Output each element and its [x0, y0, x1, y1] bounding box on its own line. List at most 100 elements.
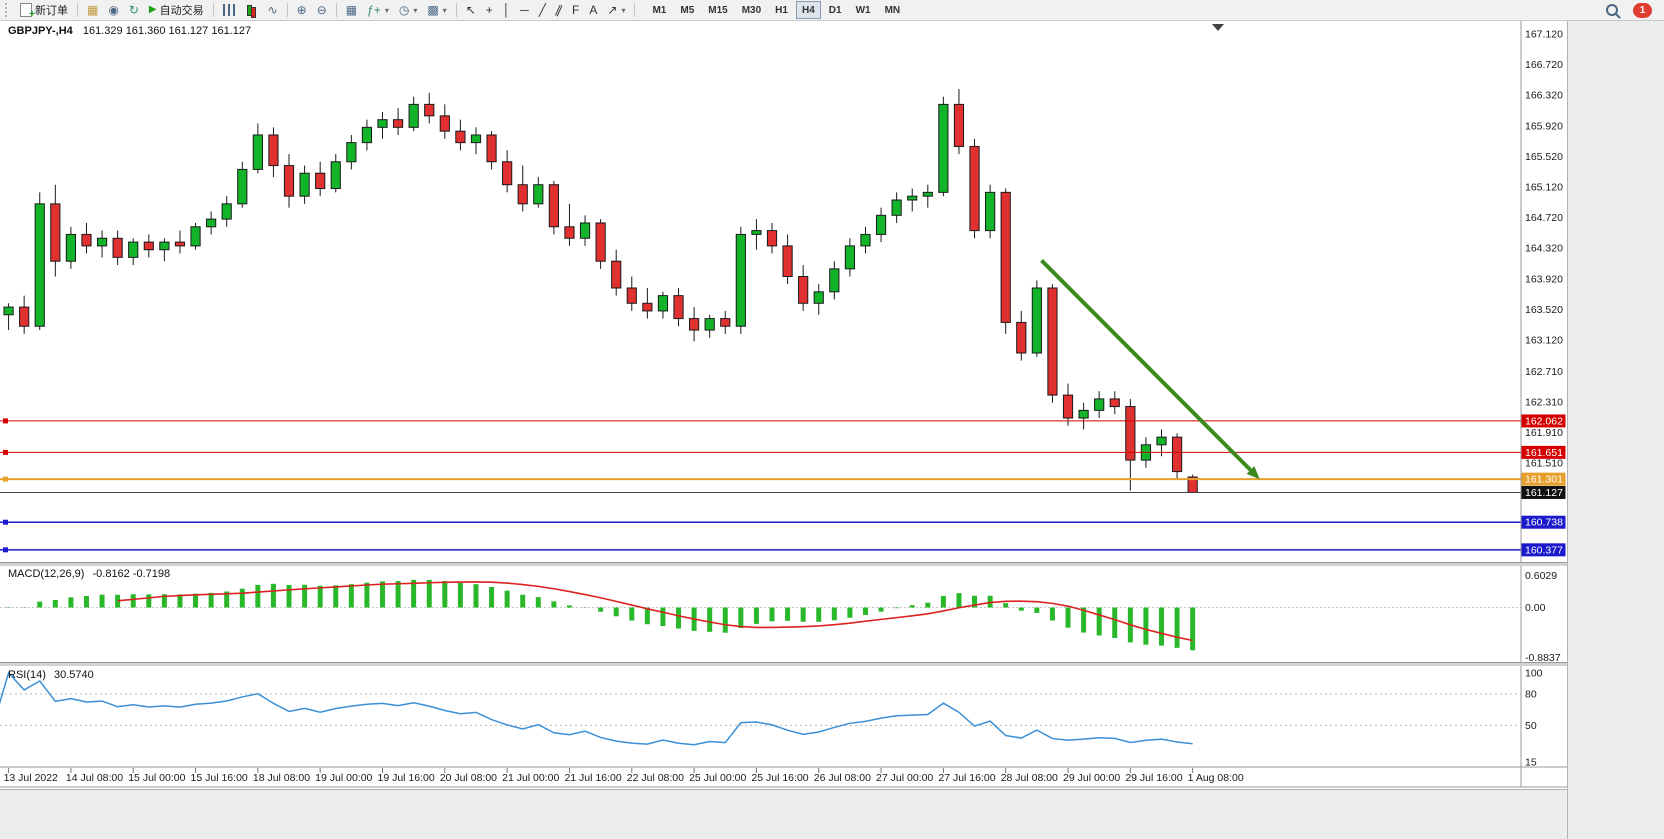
candle-body — [1171, 436, 1183, 473]
tile-windows-button[interactable]: ▦ — [342, 1, 361, 19]
candle-body — [735, 233, 746, 327]
candle-body — [642, 302, 653, 312]
fibonacci-icon: F — [572, 3, 580, 17]
auto-trading-button[interactable]: ▶ 自动交易 — [145, 1, 208, 19]
candle-body — [1125, 406, 1136, 461]
pane-separator-macd[interactable] — [0, 562, 1567, 566]
crosshair-tool-button[interactable]: + — [482, 1, 497, 19]
candle-body — [1156, 436, 1167, 446]
price-axis-label: 163.920 — [1525, 273, 1563, 285]
refresh-button[interactable]: ↻ — [125, 1, 143, 19]
candle-body — [143, 241, 154, 251]
text-tool-button[interactable]: A — [585, 1, 601, 19]
trendline-tool-button[interactable]: ╱ — [535, 1, 550, 19]
chart-shift-marker[interactable] — [1212, 24, 1224, 31]
candle-body — [548, 184, 559, 228]
candle-body — [237, 168, 248, 205]
toolbar-grip[interactable] — [5, 3, 11, 17]
zoom-out-button[interactable]: ⊖ — [313, 1, 331, 19]
support-line-blue-2-price-badge — [1521, 543, 1566, 557]
time-axis-label: 28 Jul 08:00 — [1001, 772, 1058, 784]
support-line-blue-1-anchor[interactable] — [3, 519, 8, 525]
support-line-blue-1-price-badge — [1521, 515, 1566, 529]
candlestick-chart-button[interactable] — [241, 1, 262, 19]
price-axis-label: 163.120 — [1525, 335, 1563, 347]
candle-body — [424, 103, 435, 117]
search-button[interactable] — [1602, 1, 1622, 19]
support-line-orange-anchor[interactable] — [3, 476, 8, 482]
timeframe-m15[interactable]: M15 — [702, 1, 733, 19]
line-chart-button[interactable]: ∿ — [264, 1, 282, 19]
candle-body — [907, 195, 918, 201]
support-line-blue-1-price-label: 160.738 — [1525, 517, 1563, 529]
price-axis-label: 167.120 — [1525, 29, 1563, 41]
new-order-icon — [20, 3, 35, 20]
candle-body — [377, 119, 388, 128]
candle-body — [1000, 191, 1011, 323]
candle-body — [1109, 398, 1120, 408]
candle-body — [486, 134, 497, 163]
trend-arrow[interactable] — [1040, 259, 1252, 472]
candle-body — [65, 233, 77, 262]
candle-body — [953, 103, 965, 147]
zoom-in-button[interactable]: ⊕ — [293, 1, 311, 19]
toolbar: 新订单 ▦ ◉ ↻ ▶ 自动交易 ∿ ⊕ ⊖ ▦ ƒ+▾ ◷▾ ▩▾ ↖ + │… — [0, 0, 1664, 21]
resistance-line-2-anchor[interactable] — [3, 449, 8, 455]
candle-body — [50, 203, 61, 262]
chevron-down-icon: ▾ — [384, 5, 389, 15]
profiles-button[interactable]: ◉ — [104, 1, 122, 19]
new-order-button[interactable]: 新订单 — [16, 1, 72, 20]
toolbar-separator — [286, 3, 288, 17]
macd-axis-label: -0.8837 — [1525, 652, 1561, 664]
periods-button[interactable]: ◷ ▾ — [395, 1, 422, 19]
price-axis-label: 165.920 — [1525, 120, 1563, 132]
channel-tool-button[interactable]: ∥ — [552, 1, 566, 19]
chevron-down-icon: ▾ — [621, 5, 626, 15]
price-axis-label: 166.720 — [1525, 59, 1563, 71]
time-axis-label: 25 Jul 16:00 — [751, 772, 808, 784]
candle-body — [34, 203, 45, 327]
candle-body — [1094, 398, 1105, 411]
timeframe-mn[interactable]: MN — [879, 1, 907, 19]
candle-body — [704, 318, 715, 331]
fibonacci-tool-button[interactable]: F — [568, 1, 583, 19]
toolbar-right-group: 1 — [1601, 1, 1660, 19]
rsi-pane[interactable]: 100 80 50 15 — [0, 668, 1543, 769]
time-axis[interactable]: 13 Jul 2022 14 Jul 08:00 15 Jul 00:00 15 Ju… — [4, 768, 1244, 784]
time-axis-label: 29 Jul 00:00 — [1063, 772, 1120, 784]
time-axis-label: 19 Jul 00:00 — [315, 772, 372, 784]
timeframe-w1[interactable]: W1 — [850, 1, 877, 19]
indicators-button[interactable]: ƒ+ ▾ — [363, 1, 393, 19]
time-axis-label: 25 Jul 00:00 — [689, 772, 746, 784]
macd-pane[interactable]: 0.6029 0.00 -0.8837 — [0, 570, 1561, 664]
candle-body — [346, 142, 357, 163]
timeframe-d1[interactable]: D1 — [823, 1, 848, 19]
cursor-tool-button[interactable]: ↖ — [462, 1, 480, 19]
candle-body — [626, 287, 637, 304]
timeframe-m5[interactable]: M5 — [674, 1, 700, 19]
timeframe-h1[interactable]: H1 — [769, 1, 794, 19]
clock-icon: ◷ — [398, 3, 410, 17]
candle-body — [860, 233, 871, 247]
chart-windows-button[interactable]: ▦ — [83, 1, 102, 19]
timeframe-m1[interactable]: M1 — [646, 1, 672, 19]
text-icon: A — [589, 3, 598, 17]
vertical-line-tool-button[interactable]: │ — [499, 1, 515, 19]
time-axis-label: 13 Jul 2022 — [4, 772, 58, 784]
main-price-pane[interactable] — [0, 21, 1664, 839]
timeframe-m30[interactable]: M30 — [736, 1, 767, 19]
resistance-line-1-anchor[interactable] — [3, 418, 8, 424]
timeframe-h4[interactable]: H4 — [795, 1, 821, 19]
pane-separator-rsi[interactable] — [0, 662, 1567, 666]
horizontal-line-tool-button[interactable]: ─ — [516, 1, 533, 19]
arrows-tool-button[interactable]: ↗ ▾ — [603, 1, 629, 19]
templates-button[interactable]: ▩ ▾ — [423, 1, 450, 19]
chevron-down-icon: ▾ — [413, 5, 418, 15]
notification-badge[interactable]: 1 — [1633, 2, 1652, 18]
candle-body — [922, 191, 933, 197]
bar-chart-button[interactable] — [219, 1, 239, 19]
support-line-blue-2-anchor[interactable] — [3, 547, 8, 553]
candle-body — [875, 214, 887, 235]
